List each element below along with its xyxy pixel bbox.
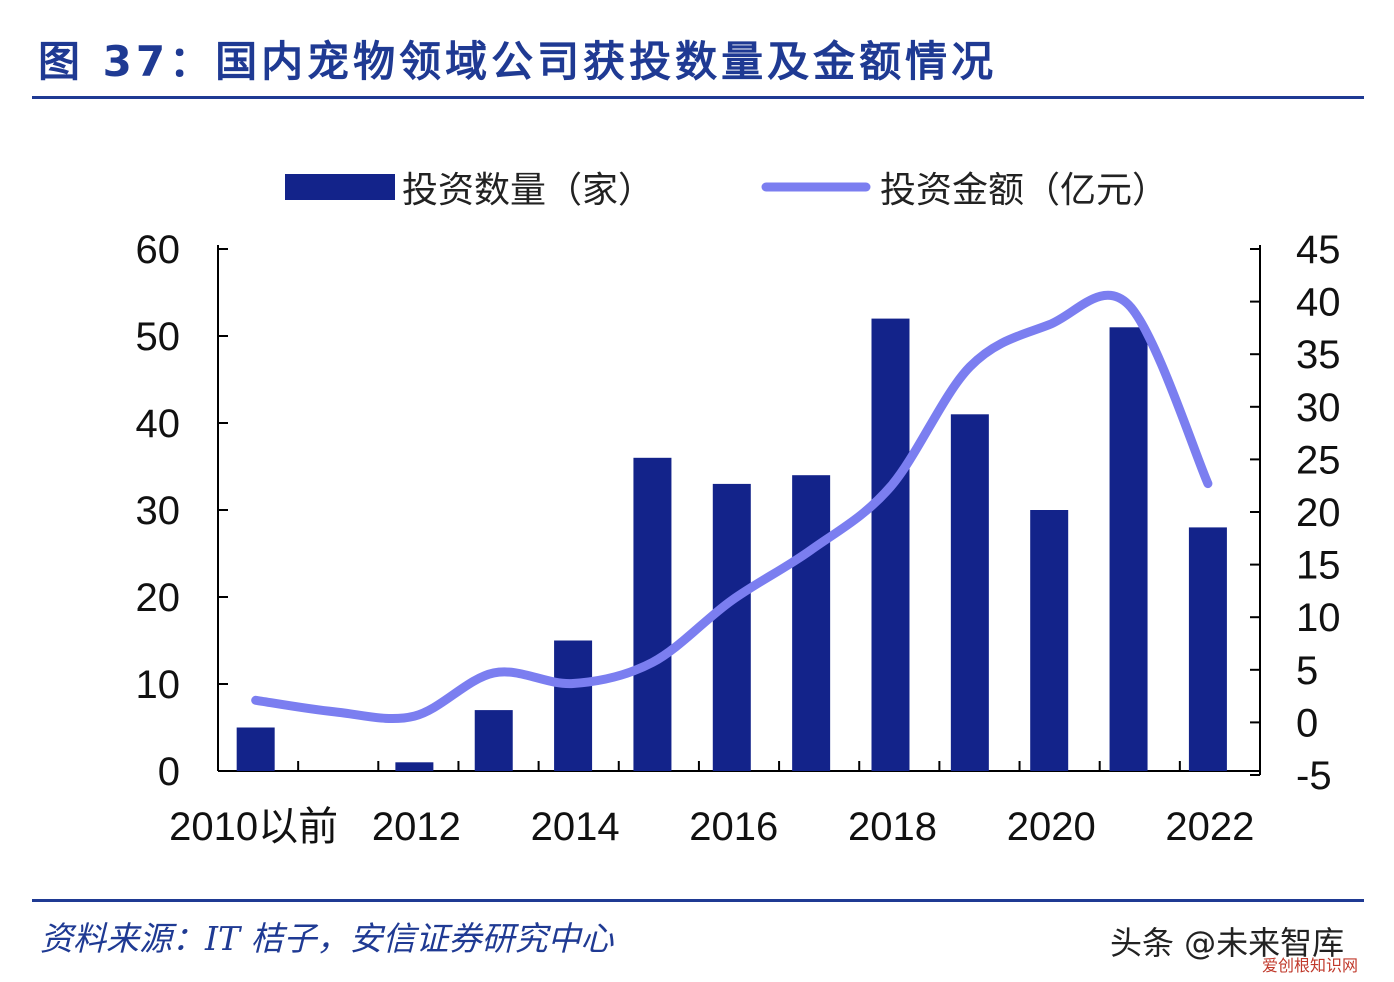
footer-rule <box>32 899 1364 902</box>
watermark-sub: 爱创根知识网 <box>1262 956 1359 975</box>
y-left-tick-label: 50 <box>136 315 181 359</box>
x-tick-label: 2014 <box>531 805 620 849</box>
y-left-tick-label: 10 <box>136 663 181 707</box>
y-right-tick-label: 30 <box>1296 386 1341 430</box>
bar-2014 <box>554 640 593 771</box>
y-right-tick-label: -5 <box>1296 754 1332 798</box>
x-tick-label: 2016 <box>689 805 778 849</box>
y-left-tick-label: 30 <box>136 489 181 533</box>
y-left-tick-label: 40 <box>136 402 181 446</box>
watermark: 头条 @未来智库 <box>1110 924 1345 962</box>
title-rule <box>32 96 1364 99</box>
y-left-tick-label: 0 <box>158 750 180 794</box>
x-tick-label: 2012 <box>372 805 461 849</box>
legend-bar-label: 投资数量（家） <box>402 170 654 211</box>
y-left-tick-label: 60 <box>136 228 181 272</box>
y-right-tick-label: 5 <box>1296 649 1318 693</box>
bar-2017 <box>792 475 831 771</box>
y-right-tick-label: 35 <box>1296 333 1341 377</box>
x-tick-label: 2022 <box>1165 805 1254 849</box>
bar-2019 <box>950 414 989 771</box>
y-right-tick-label: 25 <box>1296 438 1341 482</box>
y-right-tick-label: 10 <box>1296 596 1341 640</box>
y-left-tick-label: 20 <box>136 576 181 620</box>
x-tick-label: 2010以前 <box>169 805 338 849</box>
bar-2013 <box>474 710 513 771</box>
y-right-tick-label: 45 <box>1296 228 1341 272</box>
source-note: 资料来源：IT 桔子，安信证券研究中心 <box>40 919 614 958</box>
y-right-tick-label: 20 <box>1296 491 1341 535</box>
x-tick-label: 2020 <box>1007 805 1096 849</box>
bar-2016 <box>712 483 751 771</box>
bar-2021 <box>1109 327 1148 771</box>
line-series <box>251 290 1213 724</box>
y-right-tick-label: 40 <box>1296 281 1341 325</box>
bar-2015 <box>633 457 672 771</box>
y-right-tick-label: 15 <box>1296 544 1341 588</box>
bar-2018 <box>871 318 910 771</box>
legend-bar-swatch <box>285 174 395 200</box>
chart-title: 图 37：国内宠物领域公司获投数量及金额情况 <box>38 37 998 86</box>
bar-2020 <box>1030 510 1069 771</box>
bar-2022 <box>1188 527 1227 771</box>
legend-line-label: 投资金额（亿元） <box>880 170 1168 211</box>
bar-2010以前 <box>236 727 275 771</box>
bar-2012 <box>395 762 434 771</box>
y-right-tick-label: 0 <box>1296 701 1318 745</box>
x-tick-label: 2018 <box>848 805 937 849</box>
